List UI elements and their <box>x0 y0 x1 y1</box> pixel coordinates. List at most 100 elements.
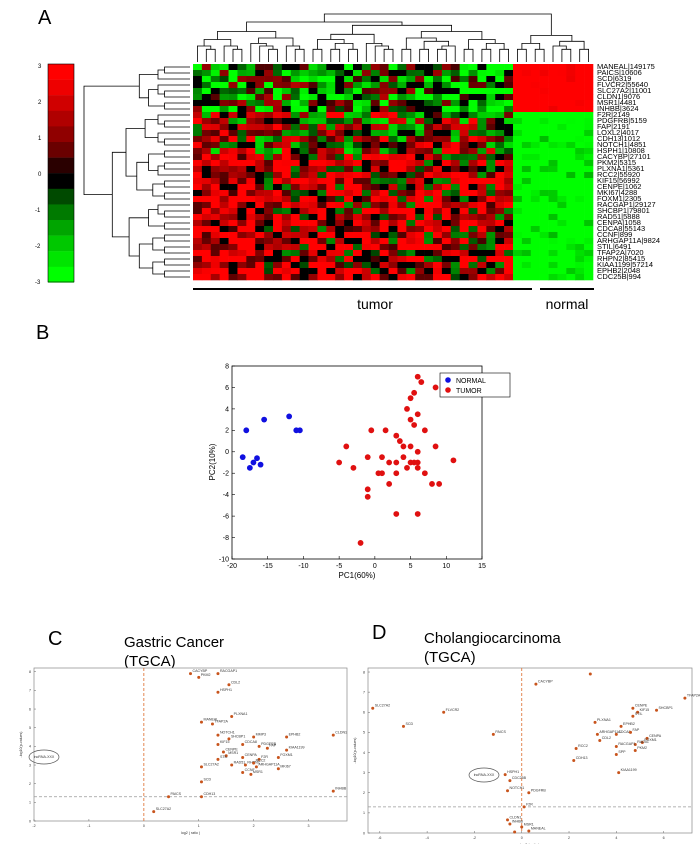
heatmap-cell <box>504 130 514 137</box>
heatmap-cell <box>468 154 478 161</box>
heatmap-cell <box>299 208 309 215</box>
heatmap-cell <box>557 262 567 269</box>
heatmap-cell <box>237 226 247 233</box>
legend-box <box>439 372 511 398</box>
heatmap-cell <box>521 154 532 161</box>
heatmap-cell <box>441 142 452 149</box>
heatmap-cell <box>513 262 523 269</box>
gene-label: CACYBP|27101 <box>597 152 651 161</box>
dendrogram-link <box>268 48 278 62</box>
heatmap-cell <box>513 256 523 263</box>
heatmap-cell <box>415 166 425 173</box>
heatmap-cell <box>193 184 203 191</box>
heatmap-cell <box>264 196 274 203</box>
heatmap-cell <box>353 262 363 269</box>
colorbar-swatch <box>48 142 74 158</box>
heatmap-cell <box>406 124 416 131</box>
heatmap-cell <box>557 64 567 71</box>
heatmap-cell <box>379 196 389 203</box>
heatmap-cell <box>273 268 283 275</box>
heatmap-cell <box>353 94 363 101</box>
heatmap-cell <box>237 112 247 119</box>
gene-point <box>199 780 203 784</box>
heatmap-cell <box>201 172 212 179</box>
heatmap-cell <box>344 256 354 263</box>
heatmap-cell <box>415 226 425 233</box>
heatmap-cell <box>504 250 514 257</box>
heatmap-cell <box>228 202 238 209</box>
heatmap-cell <box>441 244 452 251</box>
heatmap-cell <box>335 148 345 155</box>
heatmap-cell <box>361 130 372 137</box>
heatmap-cell <box>513 208 523 215</box>
heatmap-cell <box>210 100 220 107</box>
heatmap-cell <box>468 100 478 107</box>
heatmap-cell <box>246 172 256 179</box>
heatmap-cell <box>344 220 354 227</box>
gene-point <box>371 706 375 710</box>
x-tick-label: -6 <box>378 836 381 840</box>
heatmap-cell <box>264 268 274 275</box>
heatmap-cell <box>406 166 416 173</box>
gene-point-label: MSR1 <box>253 770 263 774</box>
heatmap-cell <box>433 208 443 215</box>
heatmap-cell <box>255 64 265 71</box>
gene-point-label: TFAP2A <box>687 694 700 698</box>
gene-point <box>252 735 256 739</box>
heatmap-cell <box>459 244 469 251</box>
panel-a-letter: A <box>38 7 52 29</box>
heatmap-cell <box>504 274 514 281</box>
heatmap-cell <box>210 208 220 215</box>
gene-point <box>241 743 245 746</box>
heatmap-cell <box>361 256 372 263</box>
heatmap-cell <box>246 154 256 161</box>
normal-label: normal <box>546 296 589 312</box>
heatmap-cell <box>344 136 354 143</box>
heatmap-cell <box>424 256 434 263</box>
heatmap-cell <box>584 208 594 215</box>
heatmap-cell <box>264 130 274 137</box>
heatmap-cell <box>406 250 416 257</box>
heatmap-cell <box>353 274 363 281</box>
heatmap-cell <box>424 94 434 101</box>
heatmap-cell <box>495 208 505 215</box>
heatmap-cell <box>406 136 416 143</box>
heatmap-cell <box>370 244 380 251</box>
heatmap-cell <box>255 274 265 281</box>
heatmap-cell <box>575 160 585 167</box>
panel-c-letter: C <box>48 628 63 650</box>
heatmap-cell <box>477 160 487 167</box>
heatmap-cell <box>441 118 452 125</box>
tumor-point <box>414 464 421 471</box>
gene-point-label: STIL <box>635 712 643 716</box>
lncrna-highlight-ellipse <box>468 767 500 783</box>
heatmap-cell <box>326 184 336 191</box>
gene-label: SLC27A2|11001 <box>597 86 651 95</box>
heatmap-cell <box>539 70 549 77</box>
heatmap-cell <box>246 232 256 239</box>
heatmap-cell <box>513 220 523 227</box>
heatmap-cell <box>504 160 514 167</box>
heatmap-cell <box>201 250 212 257</box>
heatmap-cell <box>433 220 443 227</box>
heatmap-cell <box>193 130 203 137</box>
heatmap-cell <box>290 256 300 263</box>
heatmap-cell <box>557 214 567 221</box>
heatmap-cell <box>459 214 469 221</box>
heatmap-cell <box>539 196 549 203</box>
heatmap-cell <box>255 136 265 143</box>
heatmap-cell <box>290 160 300 167</box>
heatmap-cell <box>290 172 300 179</box>
heatmap-cell <box>361 178 372 185</box>
heatmap-cell <box>326 106 336 113</box>
heatmap-cell <box>424 118 434 125</box>
heatmap-cell <box>557 166 567 173</box>
heatmap-cell <box>228 154 238 161</box>
heatmap-cell <box>539 190 549 197</box>
heatmap-cell <box>459 202 469 209</box>
heatmap-cell <box>255 124 265 131</box>
heatmap-cell <box>237 178 247 185</box>
heatmap-cell <box>273 142 283 149</box>
heatmap-cell <box>379 178 389 185</box>
heatmap-cell <box>486 142 496 149</box>
